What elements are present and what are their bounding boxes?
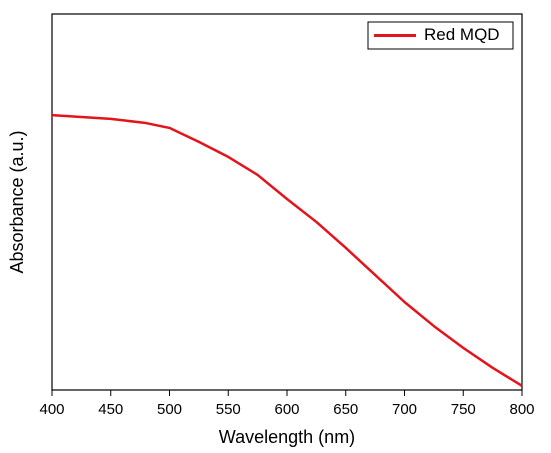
x-tick-label: 800 xyxy=(509,401,534,418)
x-tick-label: 700 xyxy=(392,401,417,418)
data-line xyxy=(51,113,523,387)
x-tick-label: 500 xyxy=(157,401,182,418)
x-tick-label: 450 xyxy=(98,401,123,418)
plot-frame xyxy=(51,13,523,391)
x-tick-label: 400 xyxy=(39,401,64,418)
x-axis-label: Wavelength (nm) xyxy=(219,427,355,447)
legend-label: Red MQD xyxy=(424,25,500,44)
x-tick-label: 600 xyxy=(274,401,299,418)
y-axis-label: Absorbance (a.u.) xyxy=(7,130,27,273)
legend-box xyxy=(367,21,514,50)
x-tick-label: 650 xyxy=(333,401,358,418)
x-tick-label: 550 xyxy=(216,401,241,418)
x-tick-label: 750 xyxy=(451,401,476,418)
